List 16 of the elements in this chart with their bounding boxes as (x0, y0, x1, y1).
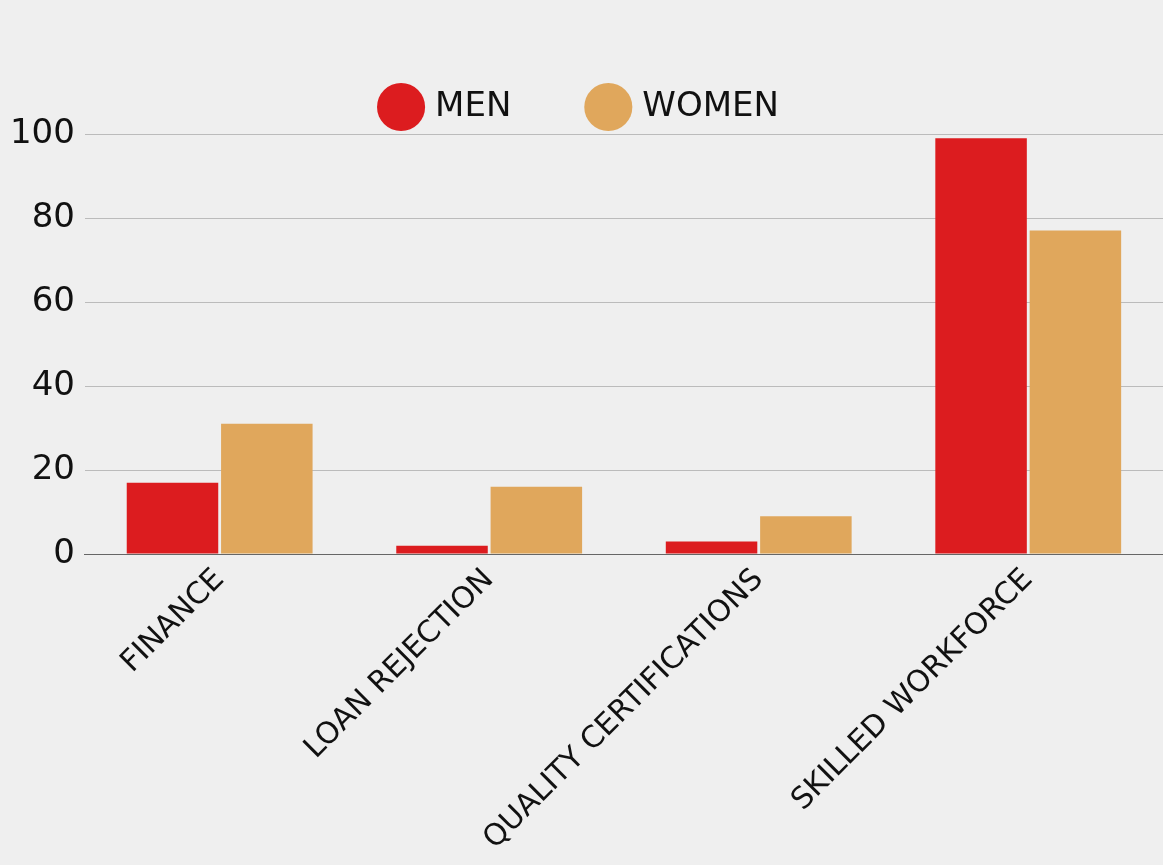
bar (665, 541, 758, 554)
y-tick-label: 0 (53, 530, 75, 571)
bar (221, 423, 313, 554)
y-tick-label: 60 (31, 278, 75, 319)
y-tick-label: 20 (31, 446, 75, 487)
legend-label: MEN (435, 83, 512, 124)
bar (760, 516, 852, 554)
bar (490, 486, 583, 554)
bar (935, 138, 1027, 554)
y-tick-label: 80 (31, 194, 75, 235)
bar (396, 545, 488, 554)
bar (1029, 230, 1122, 554)
bar (126, 482, 219, 554)
y-tick-label: 40 (31, 362, 75, 403)
legend-label: WOMEN (642, 83, 779, 124)
y-tick-label: 100 (9, 110, 75, 151)
